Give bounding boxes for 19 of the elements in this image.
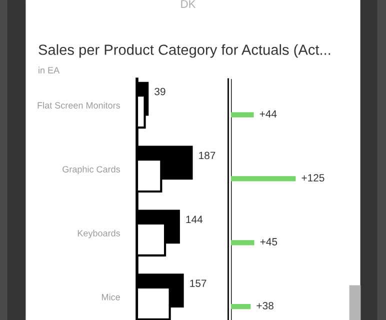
data-label: +38 [256,302,274,310]
y-tick-label: Keyboards [78,230,120,238]
data-label: +45 [260,238,278,246]
chart-title: Sales per Product Category for Actuals (Act... [38,44,330,58]
bar [231,176,296,182]
data-label: 157 [190,280,206,287]
bar [231,304,251,310]
bar [231,112,254,118]
text: DK [181,0,196,8]
y-tick-label: Graphic Cards [62,166,120,174]
bar [231,240,254,246]
data-label: +125 [302,174,324,182]
data-label: 144 [186,216,203,223]
y-tick-label: Mice [102,294,120,300]
text: in EA [38,66,60,74]
data-label: 187 [199,152,216,160]
data-label: +44 [260,110,277,118]
y-tick-label: Flat Screen Monitors [38,102,120,109]
data-label: 39 [154,88,166,96]
